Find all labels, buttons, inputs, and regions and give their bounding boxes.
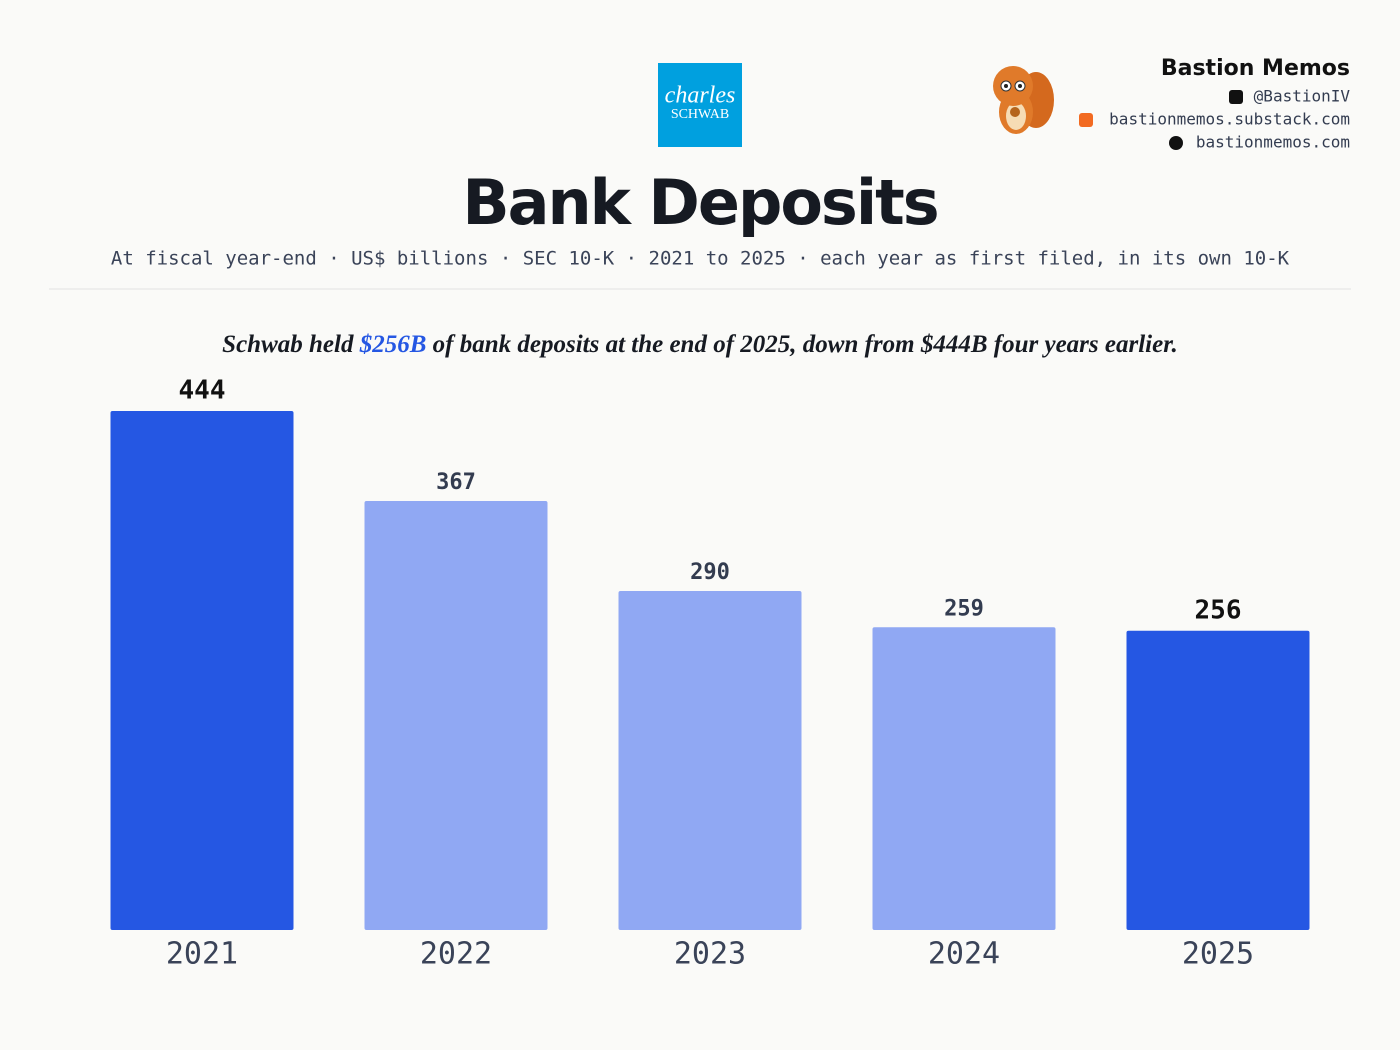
- author: Bastion Memos: [1161, 56, 1350, 81]
- x-tick-label: 2022: [420, 937, 492, 972]
- x-tick-label: 2021: [166, 937, 238, 972]
- annotation-part: of bank deposits at the end of 2025, dow…: [426, 331, 1177, 358]
- bar: [1126, 630, 1310, 930]
- logo-text: SCHWAB: [671, 107, 729, 122]
- substack-icon: [1079, 113, 1093, 127]
- value-label: 290: [690, 560, 730, 585]
- annotation-part: Schwab held: [222, 331, 360, 358]
- annotation: Schwab held $256B of bank deposits at th…: [222, 331, 1178, 358]
- website-link[interactable]: bastionmemos.com: [1196, 133, 1350, 152]
- x-icon: [1229, 90, 1243, 104]
- x-tick-label: 2023: [674, 937, 746, 972]
- logo-text: charles: [665, 83, 736, 109]
- annotation-part: $256B: [359, 331, 427, 358]
- handle[interactable]: @BastionIV: [1254, 87, 1351, 106]
- value-label: 259: [944, 596, 984, 621]
- value-label: 444: [179, 376, 226, 406]
- globe-icon: [1169, 136, 1183, 150]
- value-label: 256: [1195, 595, 1242, 625]
- bar: [618, 591, 802, 930]
- value-label: 367: [436, 470, 476, 495]
- x-tick-label: 2024: [928, 937, 1000, 972]
- bar: [872, 627, 1056, 930]
- bar: [364, 501, 548, 930]
- bar: [110, 411, 294, 930]
- chart-title: Bank Deposits: [462, 166, 937, 239]
- substack-link[interactable]: bastionmemos.substack.com: [1109, 110, 1350, 129]
- logo-box: [658, 63, 742, 147]
- x-tick-label: 2025: [1182, 937, 1254, 972]
- avatar: [993, 66, 1054, 134]
- subtitle: At fiscal year-end · US$ billions · SEC …: [111, 248, 1290, 270]
- logo: charles SCHWAB: [658, 63, 742, 147]
